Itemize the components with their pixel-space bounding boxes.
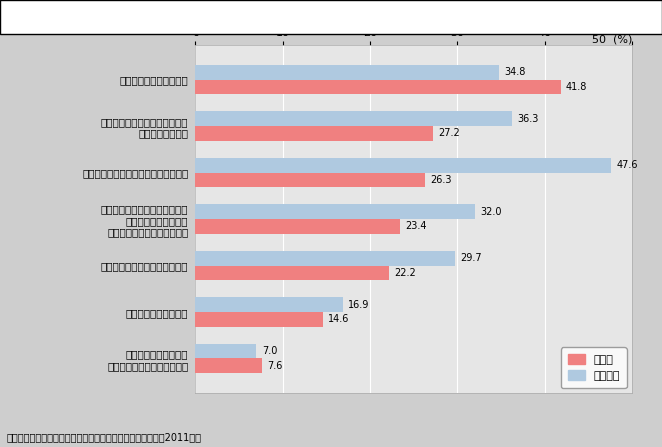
Text: 22.2: 22.2 <box>395 268 416 278</box>
Bar <box>195 297 343 312</box>
Text: 図表1-3-27: 図表1-3-27 <box>18 10 74 23</box>
Text: 36.3: 36.3 <box>518 114 539 124</box>
Text: 7.6: 7.6 <box>267 361 282 371</box>
Bar <box>195 173 425 187</box>
Text: 29.7: 29.7 <box>460 253 482 263</box>
Bar <box>195 219 400 234</box>
Bar <box>195 266 389 280</box>
Text: 32.0: 32.0 <box>480 207 502 217</box>
Bar <box>195 358 261 373</box>
Text: 7.0: 7.0 <box>261 346 277 356</box>
FancyBboxPatch shape <box>1 2 91 32</box>
Bar <box>195 65 499 80</box>
Bar <box>195 344 256 358</box>
Text: 26.3: 26.3 <box>430 175 452 185</box>
Text: 50  (%): 50 (%) <box>592 35 632 45</box>
Text: 14.6: 14.6 <box>328 314 350 325</box>
Text: 30代後半の未婚男性が結婚に関して行政に望む支援（雇用形態別）: 30代後半の未婚男性が結婚に関して行政に望む支援（雇用形態別） <box>103 10 353 23</box>
Bar <box>195 80 561 94</box>
Text: 47.6: 47.6 <box>616 160 638 170</box>
Text: 34.8: 34.8 <box>504 67 526 77</box>
Text: 資料：内閣府「未婚男性の結婚と仕事に関する意識調査」（2011年）: 資料：内閣府「未婚男性の結婚と仕事に関する意識調査」（2011年） <box>7 433 202 443</box>
Bar <box>195 312 323 327</box>
Text: 16.9: 16.9 <box>348 299 369 310</box>
Bar <box>195 126 433 141</box>
Text: 27.2: 27.2 <box>438 128 460 139</box>
Bar <box>195 111 512 126</box>
Bar <box>195 251 455 266</box>
Text: 23.4: 23.4 <box>405 221 426 232</box>
Bar <box>195 158 611 173</box>
Text: 41.8: 41.8 <box>566 82 587 92</box>
Legend: 正社員, 非正社員: 正社員, 非正社員 <box>561 347 627 388</box>
Bar <box>195 204 475 219</box>
